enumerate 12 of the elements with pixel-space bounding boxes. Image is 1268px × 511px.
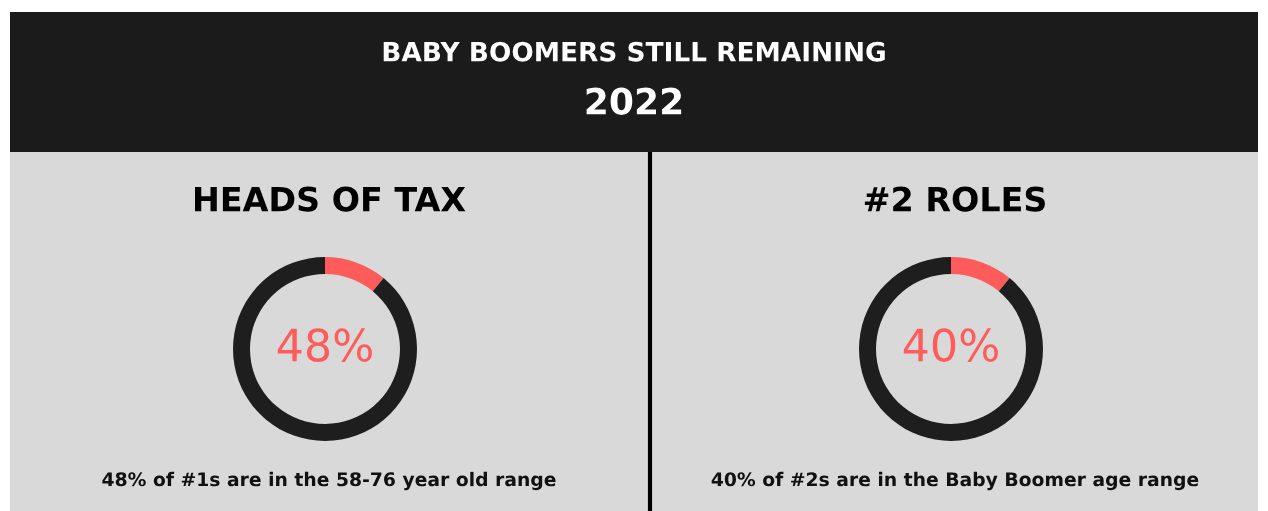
chart-title: HEADS OF TAX — [195, 186, 466, 212]
donut-slice — [325, 257, 384, 292]
text: 2022 — [586, 87, 682, 115]
text: 48% — [277, 328, 372, 362]
text: 40% of #2s are in the Baby Boomer age range — [711, 471, 1199, 491]
text: 48% of #1s are in the 58-76 year old range — [102, 471, 556, 491]
donut-slice — [233, 257, 417, 441]
donut-slice — [859, 257, 1043, 441]
text: BABY BOOMERS STILL REMAINING — [383, 41, 885, 62]
chart-title: #2 ROLES — [864, 186, 1045, 212]
donut-slice — [951, 257, 1010, 292]
text: 40% — [903, 328, 998, 362]
